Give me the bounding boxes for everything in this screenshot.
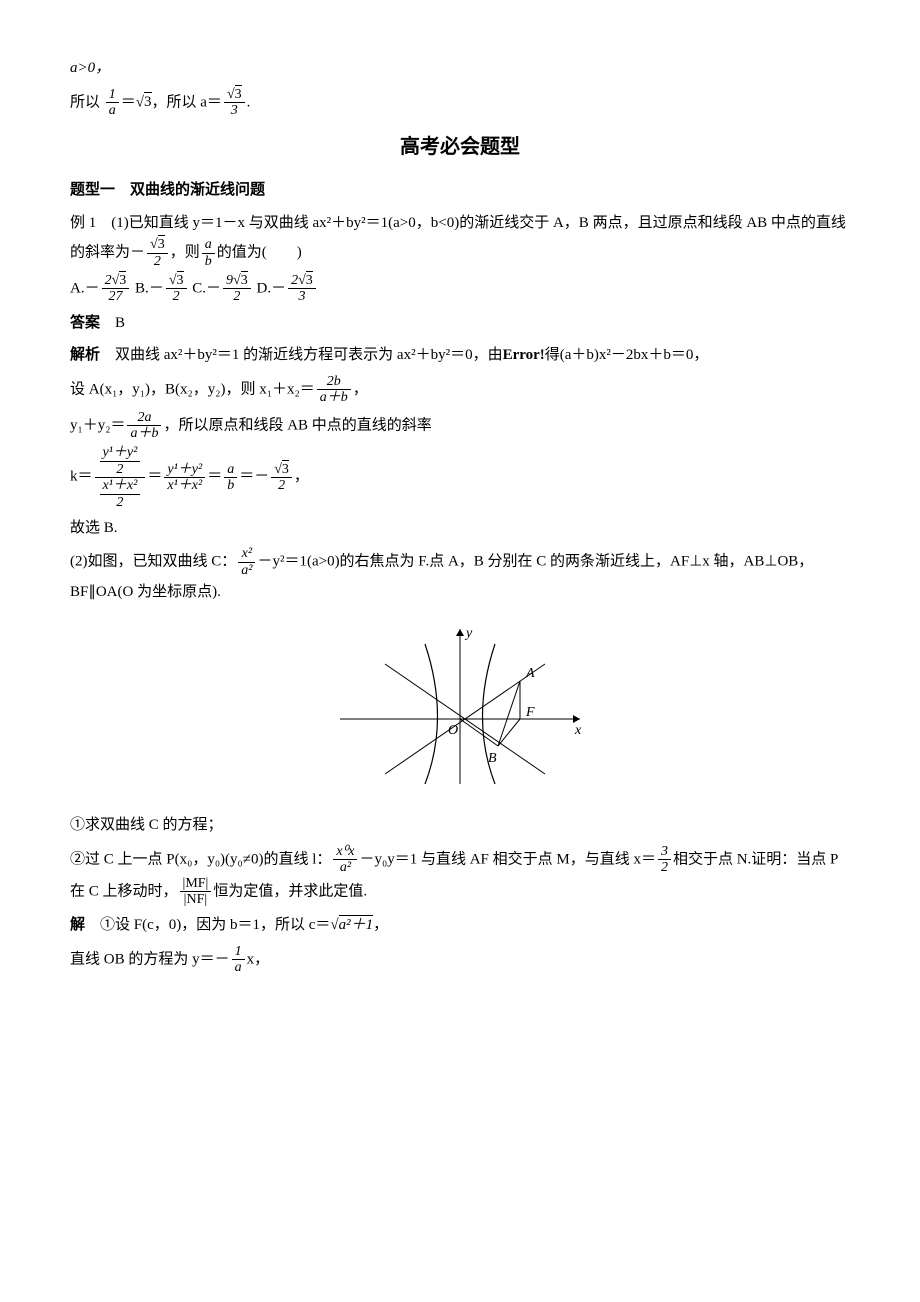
t: 的值为( )	[217, 245, 302, 261]
t: ，	[353, 381, 368, 397]
t: 设 A(x₁，y₁)，B(x₂，y₂)，则 x₁＋x₂＝	[70, 381, 315, 397]
den: b	[202, 254, 215, 269]
t: ①设 F(c，0)，因为 b＝1，所以 c＝	[85, 917, 330, 933]
r: 3	[306, 271, 313, 288]
point-B: B	[488, 751, 497, 766]
k-line: k＝y¹＋y²2x¹＋x²2＝y¹＋y²x¹＋x²＝ab＝－√32，	[70, 445, 850, 510]
section-title: 高考必会题型	[70, 128, 850, 166]
answer-label: 答案	[70, 315, 100, 331]
optD: D.	[256, 280, 271, 296]
n: 1	[232, 944, 245, 960]
t: ，所以原点和线段 AB 中点的直线的斜率	[163, 417, 431, 433]
rad: 3	[235, 85, 242, 102]
t: ＝	[121, 94, 136, 110]
answer: B	[100, 315, 125, 331]
t: ②过 C 上一点 P(x₀，y₀)(y₀≠0)的直线 l：	[70, 851, 331, 867]
d: 2	[223, 289, 251, 304]
analysis1: 解析 双曲线 ax²＋by²＝1 的渐近线方程可表示为 ax²＋by²＝0，由E…	[70, 341, 850, 370]
rad: 3	[144, 92, 152, 110]
part2: (2)如图，已知双曲线 C：x²a²－y²＝1(a>0)的右焦点为 F.点 A，…	[70, 546, 850, 606]
n: 3	[658, 844, 671, 860]
n: 9	[226, 273, 233, 288]
figure: y x O A B F	[70, 619, 850, 800]
point-A: A	[525, 666, 535, 681]
q1: ①求双曲线 C 的方程；	[70, 811, 850, 840]
n: x⁰x	[333, 844, 357, 860]
n: |MF|	[180, 876, 212, 892]
analysis-label: 解析	[70, 347, 100, 363]
den: 3	[224, 103, 245, 118]
d: 3	[288, 289, 316, 304]
axis-y-label: y	[464, 626, 473, 641]
d: |NF|	[180, 892, 212, 907]
solution-line2: 直线 OB 的方程为 y＝－1ax，	[70, 944, 850, 976]
d: 2	[166, 289, 187, 304]
t: ，则	[170, 245, 200, 261]
t: ，所以 a＝	[152, 94, 222, 110]
d: 2	[658, 860, 671, 875]
t: 直线 OB 的方程为 y＝－	[70, 951, 230, 967]
conclusion: 故选 B.	[70, 514, 850, 543]
r: 3	[241, 271, 248, 288]
label: 例 1	[70, 215, 96, 231]
d: a²	[238, 563, 255, 578]
t: .	[247, 94, 251, 110]
options: A.－2√327 B.－√32 C.－9√32 D.－2√33	[70, 273, 850, 305]
text: a>0，	[70, 60, 110, 76]
t: ，	[373, 917, 388, 933]
n: 2b	[317, 374, 351, 390]
solution-line1: 解 ①设 F(c，0)，因为 b＝1，所以 c＝√a²＋1，	[70, 911, 850, 940]
q2: ②过 C 上一点 P(x₀，y₀)(y₀≠0)的直线 l：x⁰xa²－y₀y＝1…	[70, 844, 850, 908]
t: ，	[294, 469, 309, 485]
n: x²	[238, 546, 255, 562]
answer-line: 答案 B	[70, 309, 850, 338]
optC: C.	[192, 280, 206, 296]
num: a	[202, 237, 215, 253]
rad: 3	[158, 235, 165, 252]
r: 3	[119, 271, 126, 288]
example1: 例 1 (1)已知直线 y＝1－x 与双曲线 ax²＋by²＝1(a>0，b<0…	[70, 209, 850, 269]
den: 2	[147, 254, 168, 269]
d: a²	[333, 860, 357, 875]
t: －y₀y＝1 与直线 AF 相交于点 M，与直线 x＝	[359, 851, 656, 867]
t: (2)如图，已知双曲线 C：	[70, 554, 236, 570]
t: y₁＋y₂＝	[70, 417, 125, 433]
t: k＝	[70, 469, 93, 485]
den: a	[106, 103, 119, 118]
t: 恒为定值，并求此定值.	[213, 883, 367, 899]
n: 2	[105, 273, 112, 288]
analysis3: y₁＋y₂＝2aa＋b，所以原点和线段 AB 中点的直线的斜率	[70, 410, 850, 442]
point-F: F	[525, 705, 535, 720]
d: a	[232, 960, 245, 975]
analysis2: 设 A(x₁，y₁)，B(x₂，y₂)，则 x₁＋x₂＝2ba＋b，	[70, 374, 850, 406]
r: a²＋1	[339, 915, 374, 933]
optB: B.	[135, 280, 149, 296]
optA: A.	[70, 280, 85, 296]
n: 2a	[127, 410, 161, 426]
d: 27	[102, 289, 130, 304]
r: 3	[177, 271, 184, 288]
d: a＋b	[317, 390, 351, 405]
t: 得(a＋b)x²－2bx＋b＝0，	[545, 347, 709, 363]
sol-label: 解	[70, 917, 85, 933]
t: x，	[247, 951, 270, 967]
error: Error!	[503, 347, 545, 363]
topic-heading: 题型一 双曲线的渐近线问题	[70, 176, 850, 205]
axis-x-label: x	[574, 723, 582, 738]
line2: 所以 1a＝√3，所以 a＝√33.	[70, 87, 850, 119]
num: 1	[106, 87, 119, 103]
t: 所以	[70, 94, 104, 110]
d: a＋b	[127, 426, 161, 441]
t: 双曲线 ax²＋by²＝1 的渐近线方程可表示为 ax²＋by²＝0，由	[100, 347, 503, 363]
